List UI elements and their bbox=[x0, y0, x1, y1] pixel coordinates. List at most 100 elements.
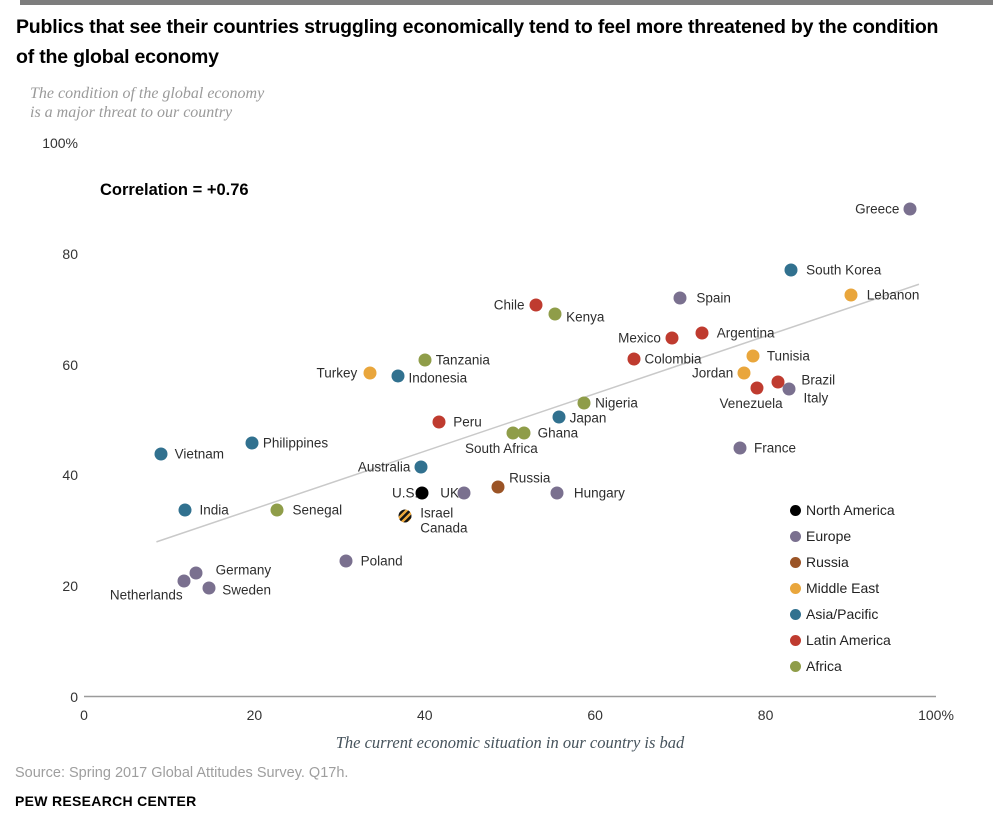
legend-dot-africa bbox=[790, 660, 801, 672]
y-tick-20: 20 bbox=[62, 578, 78, 595]
legend-label: Russia bbox=[806, 554, 849, 570]
top-divider-bar bbox=[20, 0, 993, 5]
data-point-label-japan: Japan bbox=[569, 410, 607, 426]
legend-label: Middle East bbox=[806, 580, 880, 596]
legend-label: Latin America bbox=[806, 632, 891, 648]
data-point-lebanon bbox=[844, 288, 858, 302]
data-point-poland bbox=[339, 554, 353, 568]
chart-title: Publics that see their countries struggl… bbox=[16, 16, 939, 68]
data-point-philippines bbox=[245, 436, 259, 450]
legend-label: Africa bbox=[806, 658, 842, 674]
data-point-south-africa bbox=[506, 426, 520, 440]
data-point-label-u-s-: U.S. bbox=[391, 485, 419, 501]
data-point-label-indonesia: Indonesia bbox=[408, 370, 468, 386]
data-point-label-senegal: Senegal bbox=[292, 502, 343, 518]
data-point-greece bbox=[903, 202, 917, 216]
data-point-label-south-africa: South Africa bbox=[465, 440, 538, 456]
data-point-label-tunisia: Tunisia bbox=[766, 348, 810, 364]
data-point-label-poland: Poland bbox=[360, 553, 403, 569]
data-point-label-india: India bbox=[199, 502, 229, 518]
data-point-venezuela bbox=[750, 381, 764, 395]
data-point-vietnam bbox=[154, 447, 168, 461]
legend-dot-europe bbox=[790, 530, 801, 542]
y-tick-40: 40 bbox=[62, 467, 78, 484]
data-point-italy bbox=[782, 382, 796, 396]
data-point-spain bbox=[673, 291, 687, 305]
data-point-mexico bbox=[665, 331, 679, 345]
data-point-chile bbox=[529, 298, 543, 312]
data-point-ghana bbox=[517, 426, 531, 440]
data-point-tanzania bbox=[418, 353, 432, 367]
data-point-hungary bbox=[550, 486, 564, 500]
data-point-uk bbox=[457, 486, 471, 500]
data-point-label-chile: Chile bbox=[493, 297, 525, 313]
x-tick-40: 40 bbox=[417, 707, 433, 723]
data-point-label-nigeria: Nigeria bbox=[595, 395, 638, 411]
data-point-label-turkey: Turkey bbox=[316, 365, 358, 381]
data-point-label-colombia: Colombia bbox=[644, 351, 702, 367]
data-point-label-germany: Germany bbox=[215, 562, 272, 578]
y-tick-80: 80 bbox=[62, 245, 78, 262]
data-point-germany bbox=[189, 566, 203, 580]
data-point-jordan bbox=[737, 366, 751, 380]
x-tick-80: 80 bbox=[757, 707, 774, 723]
data-point-sweden bbox=[202, 581, 216, 595]
trend-line bbox=[156, 283, 920, 543]
x-axis-title: The current economic situation in our co… bbox=[335, 733, 685, 752]
data-point-label-argentina: Argentina bbox=[716, 325, 775, 341]
data-point-tunisia bbox=[746, 349, 760, 363]
data-point-label-south-korea: South Korea bbox=[806, 262, 882, 278]
data-point-label-vietnam: Vietnam bbox=[174, 446, 224, 462]
legend-dot-middle-east bbox=[790, 582, 801, 594]
y-axis-description-line2: is a major threat to our country bbox=[30, 104, 233, 121]
data-point-label-uk: UK bbox=[440, 485, 459, 501]
data-point-label-netherlands: Netherlands bbox=[109, 587, 183, 603]
x-tick-20: 20 bbox=[246, 707, 263, 723]
y-tick-60: 60 bbox=[62, 356, 78, 373]
data-point-india bbox=[178, 503, 192, 517]
data-point-label-mexico: Mexico bbox=[618, 330, 661, 346]
data-point-kenya bbox=[548, 307, 562, 321]
legend-label: Europe bbox=[806, 528, 852, 544]
data-point-label-greece: Greece bbox=[855, 201, 900, 217]
data-point-label-israel: Israel bbox=[420, 505, 454, 521]
x-tick-0: 0 bbox=[80, 707, 88, 723]
data-point-peru bbox=[432, 415, 446, 429]
correlation-annotation: Correlation = +0.76 bbox=[100, 181, 249, 199]
data-point-label-philippines: Philippines bbox=[262, 435, 329, 451]
data-point-senegal bbox=[270, 503, 284, 517]
source-note: Source: Spring 2017 Global Attitudes Sur… bbox=[15, 765, 349, 781]
data-point-label-hungary: Hungary bbox=[573, 485, 625, 501]
data-point-argentina bbox=[695, 326, 709, 340]
data-point-label-france: France bbox=[754, 440, 797, 456]
data-point-label-australia: Australia bbox=[357, 459, 411, 475]
data-point-russia bbox=[491, 480, 505, 494]
y-tick-0: 0 bbox=[70, 689, 78, 705]
data-point-label-jordan: Jordan bbox=[692, 365, 734, 381]
legend-dot-latin-america bbox=[790, 634, 801, 646]
data-point-france bbox=[733, 441, 747, 455]
data-point-brazil bbox=[771, 375, 785, 389]
data-point-label-brazil: Brazil bbox=[801, 372, 836, 388]
data-point-label-lebanon: Lebanon bbox=[866, 287, 920, 303]
data-point-label-peru: Peru bbox=[453, 414, 482, 430]
brand-pew-research-center: PEW RESEARCH CENTER bbox=[15, 793, 197, 809]
data-point-label-canada: Canada bbox=[420, 520, 468, 536]
x-tick-100: 100% bbox=[918, 707, 954, 723]
data-point-colombia bbox=[627, 352, 641, 366]
legend-label: Asia/Pacific bbox=[806, 606, 879, 622]
data-point-label-venezuela: Venezuela bbox=[719, 395, 783, 411]
data-point-indonesia bbox=[391, 369, 405, 383]
data-point-label-kenya: Kenya bbox=[566, 309, 605, 325]
data-point-label-sweden: Sweden bbox=[222, 582, 272, 598]
data-point-australia bbox=[414, 460, 428, 474]
legend-dot-russia bbox=[790, 556, 801, 568]
x-tick-60: 60 bbox=[587, 707, 603, 723]
legend-label: North America bbox=[806, 502, 895, 518]
data-point-label-spain: Spain bbox=[696, 290, 731, 306]
data-point-label-italy: Italy bbox=[803, 390, 829, 406]
data-point-label-ghana: Ghana bbox=[537, 425, 579, 441]
y-axis-description-line1: The condition of the global economy bbox=[30, 85, 265, 102]
